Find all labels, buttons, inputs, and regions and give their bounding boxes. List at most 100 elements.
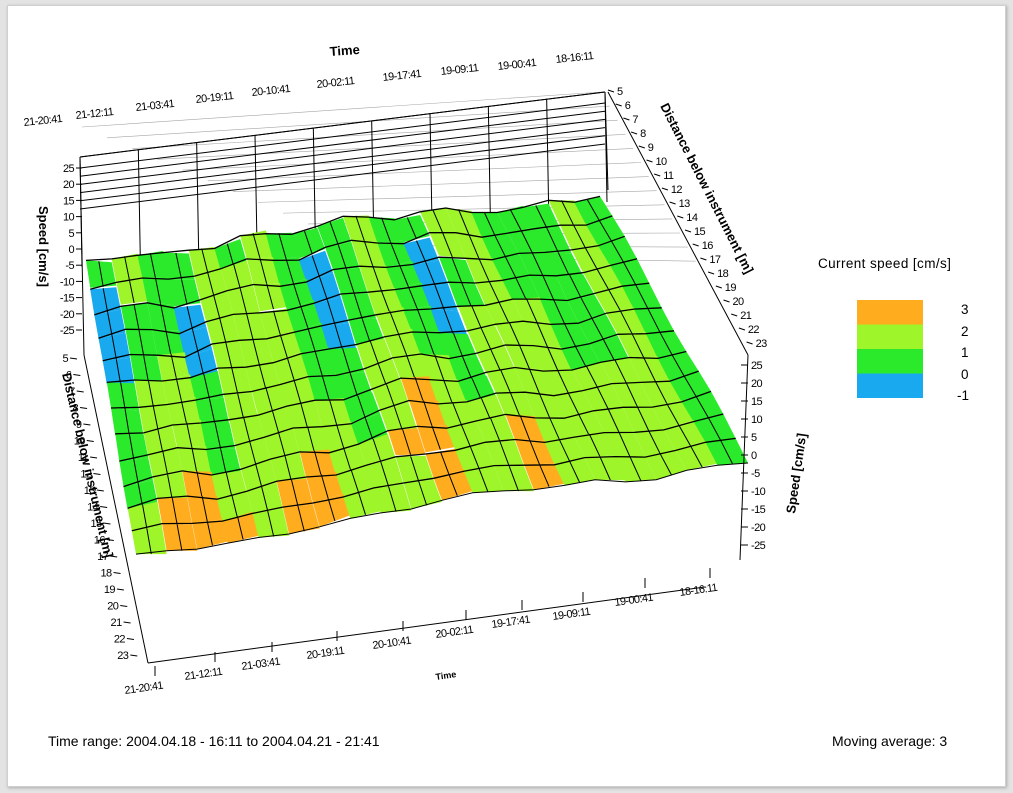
surface-time-line (326, 300, 336, 325)
left-speed-tick: 25 (63, 163, 75, 175)
left-depth-tick: 23 (117, 650, 129, 662)
surface-time-line (683, 375, 697, 397)
surface-time-line (386, 384, 395, 408)
surface-time-line (654, 380, 668, 404)
bottom-time-tick: 20-10:41 (372, 635, 412, 652)
bottom-time-tick: 19-09:11 (552, 606, 592, 623)
surface-time-line (314, 350, 323, 376)
right-speed-tick: 15 (751, 396, 763, 408)
right-depth-tick-mark (738, 327, 746, 331)
right-depth-tick-mark (646, 159, 653, 163)
surface-time-line (220, 449, 227, 475)
right-wall-line (157, 134, 626, 160)
back-speed-line (79, 110, 606, 177)
surface-time-line (259, 257, 268, 284)
right-depth-tick: 16 (702, 240, 714, 252)
surface-time-line (320, 474, 329, 499)
surface-time-line (508, 466, 519, 492)
right-depth-tick: 20 (733, 296, 745, 308)
left-depth-tick: 6 (66, 370, 72, 382)
surface-time-line (546, 228, 559, 254)
back-grid-line (312, 128, 316, 239)
surface-time-line (389, 310, 399, 333)
surface-depth-line (98, 258, 638, 339)
surface-time-line (357, 491, 366, 515)
back-grid-line (254, 135, 258, 246)
surface-time-line (266, 283, 274, 310)
right-depth-tick: 19 (725, 282, 737, 294)
surface-time-line (635, 284, 649, 309)
right-depth-tick: 6 (625, 100, 631, 112)
surface-time-line (327, 498, 336, 522)
right-depth-tick-mark (715, 285, 722, 289)
surface-time-line (206, 521, 213, 546)
surface-depth-line (119, 370, 699, 462)
surface-time-line (192, 330, 199, 354)
back-speed-line (79, 118, 606, 185)
left-depth-tick-mark (76, 390, 84, 393)
surface-time-line (407, 285, 418, 309)
left-depth-tick-mark (110, 555, 118, 558)
surface-time-line (536, 321, 548, 347)
left-speed-tick: 5 (68, 228, 74, 240)
surface-time-line (569, 274, 582, 299)
surface-time-line (380, 289, 391, 313)
surface-time-line (249, 441, 257, 465)
right-wall-line (232, 176, 649, 192)
surface-time-line (133, 459, 139, 484)
surface-time-line (389, 241, 400, 265)
right-wall-line (107, 105, 610, 139)
surface-time-line (291, 479, 299, 507)
surface-time-line (480, 328, 492, 351)
right-depth-tick: 10 (656, 156, 668, 168)
legend-title: Current speed [cm/s] (818, 256, 952, 271)
top-time-tick: 18-16:11 (555, 50, 594, 66)
right-depth-tick-mark (700, 257, 707, 261)
surface-time-line (231, 495, 238, 519)
surface-time-line (618, 432, 631, 458)
surface-time-line (678, 424, 691, 446)
right-depth-tick-mark (623, 117, 630, 121)
surface-time-line (519, 415, 531, 441)
top-time-tick: 20-02:11 (316, 75, 355, 91)
right-depth-axis (607, 91, 749, 356)
left-depth-tick-mark (116, 588, 124, 591)
surface-time-line (548, 416, 560, 441)
surface-time-line (598, 220, 612, 242)
surface-time-line (239, 288, 248, 314)
right-speed-tick: -20 (751, 522, 766, 534)
surface-time-line (154, 277, 162, 304)
back-speed-line (79, 143, 606, 210)
right-wall-line (132, 119, 618, 149)
surface-time-line (504, 256, 517, 278)
surface-time-line (529, 439, 540, 465)
surface-time-line (432, 209, 444, 233)
surface-time-line (707, 417, 722, 441)
surface-time-line (434, 285, 445, 311)
surface-time-line (160, 303, 167, 331)
surface-time-line (575, 346, 587, 368)
right-depth-tick: 8 (640, 128, 646, 140)
surface-time-line (171, 498, 178, 525)
surface-time-line (142, 504, 148, 529)
surface-time-line (553, 299, 566, 325)
surface-time-line (666, 403, 680, 426)
surface-time-line (478, 468, 489, 492)
top-time-tick: 19-09:11 (440, 62, 479, 78)
surface-time-line (258, 364, 267, 390)
left-depth-tick-mark (130, 654, 138, 657)
left-depth-tick-mark (120, 605, 128, 607)
left-speed-tick: -5 (65, 260, 74, 272)
left-speed-tick: -15 (60, 293, 75, 305)
right-depth-tick: 18 (717, 268, 729, 280)
surface-time-line (535, 205, 548, 229)
legend-label: 3 (961, 302, 969, 317)
right-depth-tick-mark (692, 243, 699, 247)
surface-time-line (596, 268, 609, 290)
surface-time-line (599, 456, 611, 481)
right-depth-tick-mark (615, 103, 622, 107)
left-depth-tick-mark (106, 539, 114, 541)
surface-time-line (402, 429, 412, 455)
surface-time-line (586, 199, 600, 221)
surface-time-line (442, 232, 453, 258)
